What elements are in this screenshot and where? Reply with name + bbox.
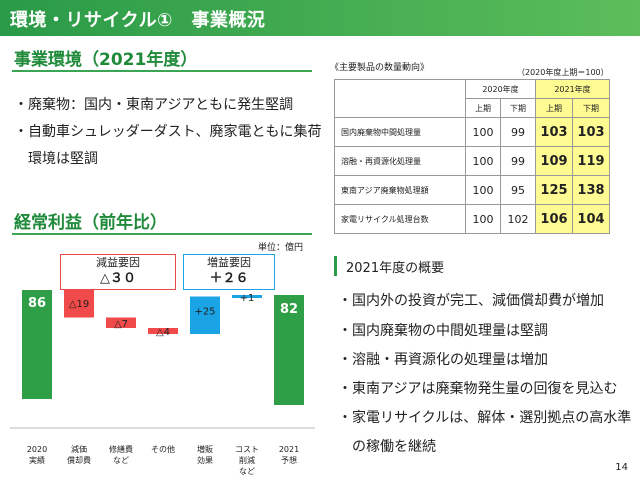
profit-title: 経常利益（前年比） (14, 213, 167, 233)
table-cell: 125 (535, 175, 573, 205)
chart-bar-2 (106, 317, 136, 328)
row-label: 家電リサイクル処理台数 (334, 204, 466, 234)
increase-factor-box: 増益要因 ＋２６ (183, 254, 275, 290)
business-env-title: 事業環境（2021年度） (14, 50, 198, 70)
waterfall-chart: 86 2020 実績 △19 減価償却費 △7 修繕費など △4 その他 +25 増販効果 +1 コスト… (10, 290, 315, 476)
chart-category-label-3: その他 (151, 444, 175, 454)
overview-bullet-1: ・国内外の投資が完工、減価償却費が増加 (338, 293, 604, 309)
table-cell: 102 (500, 204, 536, 234)
overview-bullet-2: ・国内廃棄物の中間処理量は堅調 (338, 323, 548, 339)
table-half-header: 下期 (500, 98, 536, 118)
table-half-header: 上期 (535, 98, 573, 118)
row-label: 東南アジア廃棄物処理額 (334, 175, 466, 205)
table-cell: 95 (500, 175, 536, 205)
overview-bullet-5: ・家電リサイクルは、解体・選別拠点の高水準 (338, 410, 632, 426)
table-cell: 100 (465, 146, 501, 176)
chart-value-label-2: △7 (114, 319, 128, 330)
table-row: 家電リサイクル処理台数 100 102 106 104 (334, 204, 610, 234)
section-divider (12, 233, 312, 235)
chart-bar-3 (148, 328, 178, 334)
overview-bullet-6: の稼働を継続 (338, 439, 436, 455)
table-year-header: 2020年度 (465, 79, 536, 99)
chart-bar-0 (22, 290, 52, 399)
table-cell: 100 (465, 204, 501, 234)
table-cell: 99 (500, 146, 536, 176)
increase-factor-label: 増益要因 (207, 256, 251, 269)
row-label: 溶融・再資源化処理量 (334, 146, 466, 176)
chart-bar-4 (190, 296, 220, 334)
table-cell: 104 (572, 204, 610, 234)
table-cell: 119 (572, 146, 610, 176)
chart-value-label-5: +1 (240, 293, 255, 304)
slide-title: 環境・リサイクル① 事業概況 (10, 10, 266, 31)
chart-category-label-2: 修繕費など (109, 444, 133, 465)
overview-bullet-3: ・溶融・再資源化の処理量は増加 (338, 352, 548, 368)
overview-bullet-4: ・東南アジアは廃棄物発生量の回復を見込む (338, 381, 618, 397)
table-cell: 100 (465, 117, 501, 147)
overview-marker (334, 256, 337, 276)
table-note: （2020年度上期＝100） (517, 68, 609, 77)
slide-header: 環境・リサイクル① 事業概況 (0, 0, 640, 36)
chart-category-label-6: 2021 予想 (279, 445, 299, 465)
chart-bar-5 (232, 295, 262, 298)
table-cell: 100 (465, 175, 501, 205)
decrease-factor-box: 減益要因 △３０ (60, 254, 176, 290)
chart-value-label-1: △19 (69, 299, 89, 310)
chart-value-label-3: △4 (156, 327, 170, 338)
table-row: 国内廃棄物中間処理量 100 99 103 103 (334, 117, 610, 147)
row-label: 国内廃棄物中間処理量 (334, 117, 466, 147)
env-bullet-2: ・自動車シュレッダーダスト、廃家電ともに集荷 (14, 124, 322, 140)
chart-bar-6 (274, 295, 304, 405)
table-cell: 103 (572, 117, 610, 147)
table-half-header: 下期 (572, 98, 610, 118)
chart-category-label-1: 減価償却費 (67, 444, 91, 465)
table-title: 《主要製品の数量動向》 (330, 63, 430, 73)
chart-value-label-6: 82 (280, 302, 298, 317)
overview-title: 2021年度の概要 (346, 261, 445, 276)
table-half-header: 上期 (465, 98, 501, 118)
table-cell: 138 (572, 175, 610, 205)
table-row: 溶融・再資源化処理量 100 99 109 119 (334, 146, 610, 176)
table-cell: 103 (535, 117, 573, 147)
chart-category-label-5: コスト削減など (235, 445, 259, 476)
env-bullet-3: 環境は堅調 (14, 151, 98, 167)
decrease-factor-label: 減益要因 (96, 256, 140, 269)
decrease-factor-value: △３０ (100, 271, 136, 286)
chart-value-label-4: +25 (194, 307, 215, 318)
increase-factor-value: ＋２６ (209, 271, 249, 286)
quantity-table: 2020年度 2021年度 上期 下期 上期 下期 国内廃棄物中間処理量 100… (334, 79, 610, 234)
table-row: 東南アジア廃棄物処理額 100 95 125 138 (334, 175, 610, 205)
chart-category-label-0: 2020 実績 (27, 445, 47, 465)
chart-value-label-0: 86 (28, 296, 46, 311)
table-cell: 109 (535, 146, 573, 176)
chart-category-label-4: 増販効果 (197, 444, 213, 465)
axis-break-mark (271, 410, 307, 418)
env-bullet-1: ・廃棄物：国内・東南アジアともに発生堅調 (14, 97, 294, 113)
axis-break-mark (19, 410, 55, 418)
chart-bar-1 (64, 290, 94, 318)
table-cell: 99 (500, 117, 536, 147)
page-number: 14 (615, 462, 628, 473)
unit-label: 単位：億円 (258, 243, 304, 253)
section-divider (12, 70, 312, 72)
table-cell: 106 (535, 204, 573, 234)
table-year-header: 2021年度 (535, 79, 610, 99)
table-corner (334, 79, 466, 118)
